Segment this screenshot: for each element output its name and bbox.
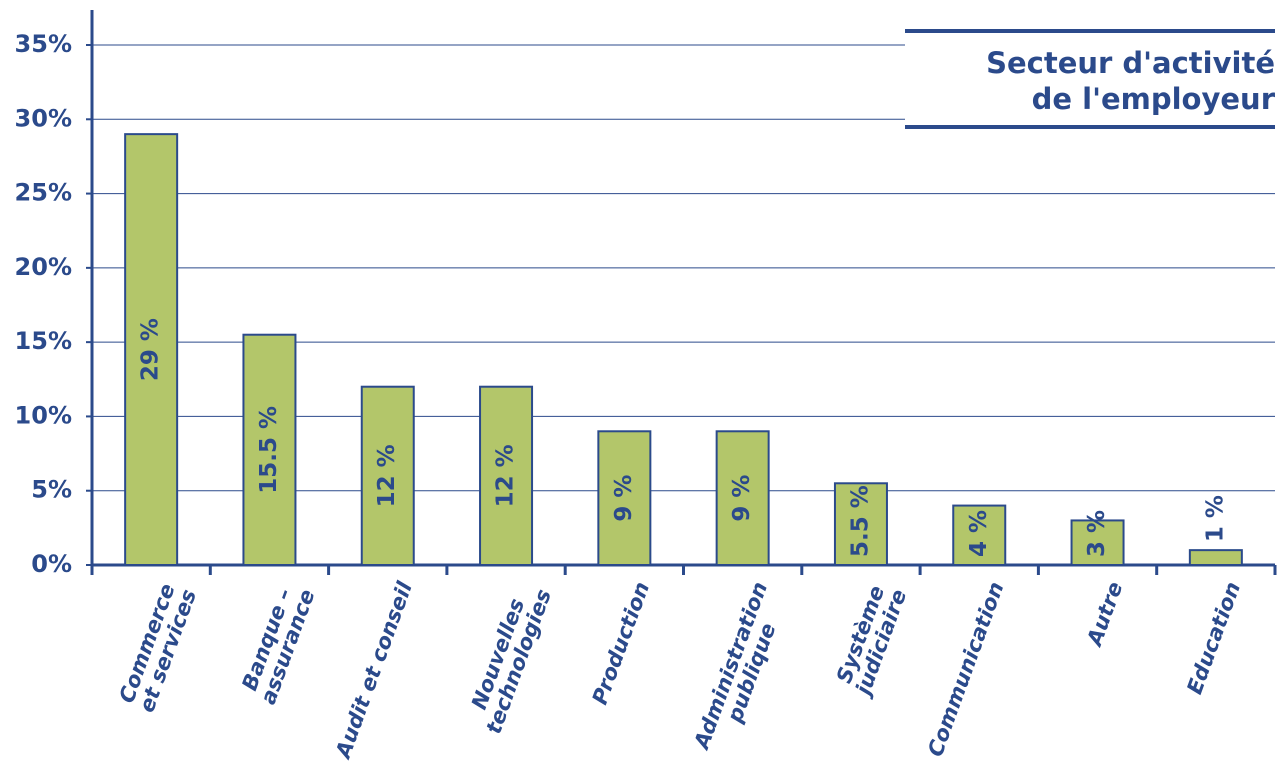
value-label: 12 % xyxy=(493,444,519,507)
bar xyxy=(597,430,652,566)
y-tick-label: 20% xyxy=(15,253,72,281)
value-label: 29 % xyxy=(138,318,164,381)
value-label: 4 % xyxy=(966,510,992,557)
y-tick-label: 0% xyxy=(31,550,72,578)
bar xyxy=(833,482,888,566)
y-tick-label: 10% xyxy=(15,401,72,429)
value-label: 5.5 % xyxy=(847,485,873,557)
bar xyxy=(242,333,297,567)
value-label: 15.5 % xyxy=(256,406,282,494)
bar xyxy=(715,430,770,566)
value-label: 12 % xyxy=(374,444,400,507)
y-tick-label: 15% xyxy=(15,327,72,355)
value-label: 1 % xyxy=(1202,495,1228,542)
value-label: 3 % xyxy=(1084,510,1110,557)
value-label: 9 % xyxy=(729,475,755,522)
value-label: 9 % xyxy=(611,475,637,522)
title-box: Secteur d'activité de l'employeur xyxy=(905,29,1275,129)
y-tick-label: 35% xyxy=(15,30,72,58)
bar xyxy=(1070,519,1125,567)
y-tick-label: 30% xyxy=(15,104,72,132)
bar xyxy=(1188,549,1243,567)
chart-title: Secteur d'activité de l'employeur xyxy=(986,46,1275,116)
y-tick-label: 25% xyxy=(15,179,72,207)
bar xyxy=(360,385,415,567)
bar xyxy=(124,133,179,566)
y-tick-label: 5% xyxy=(31,476,72,504)
bar xyxy=(479,385,534,567)
bar xyxy=(952,504,1007,567)
